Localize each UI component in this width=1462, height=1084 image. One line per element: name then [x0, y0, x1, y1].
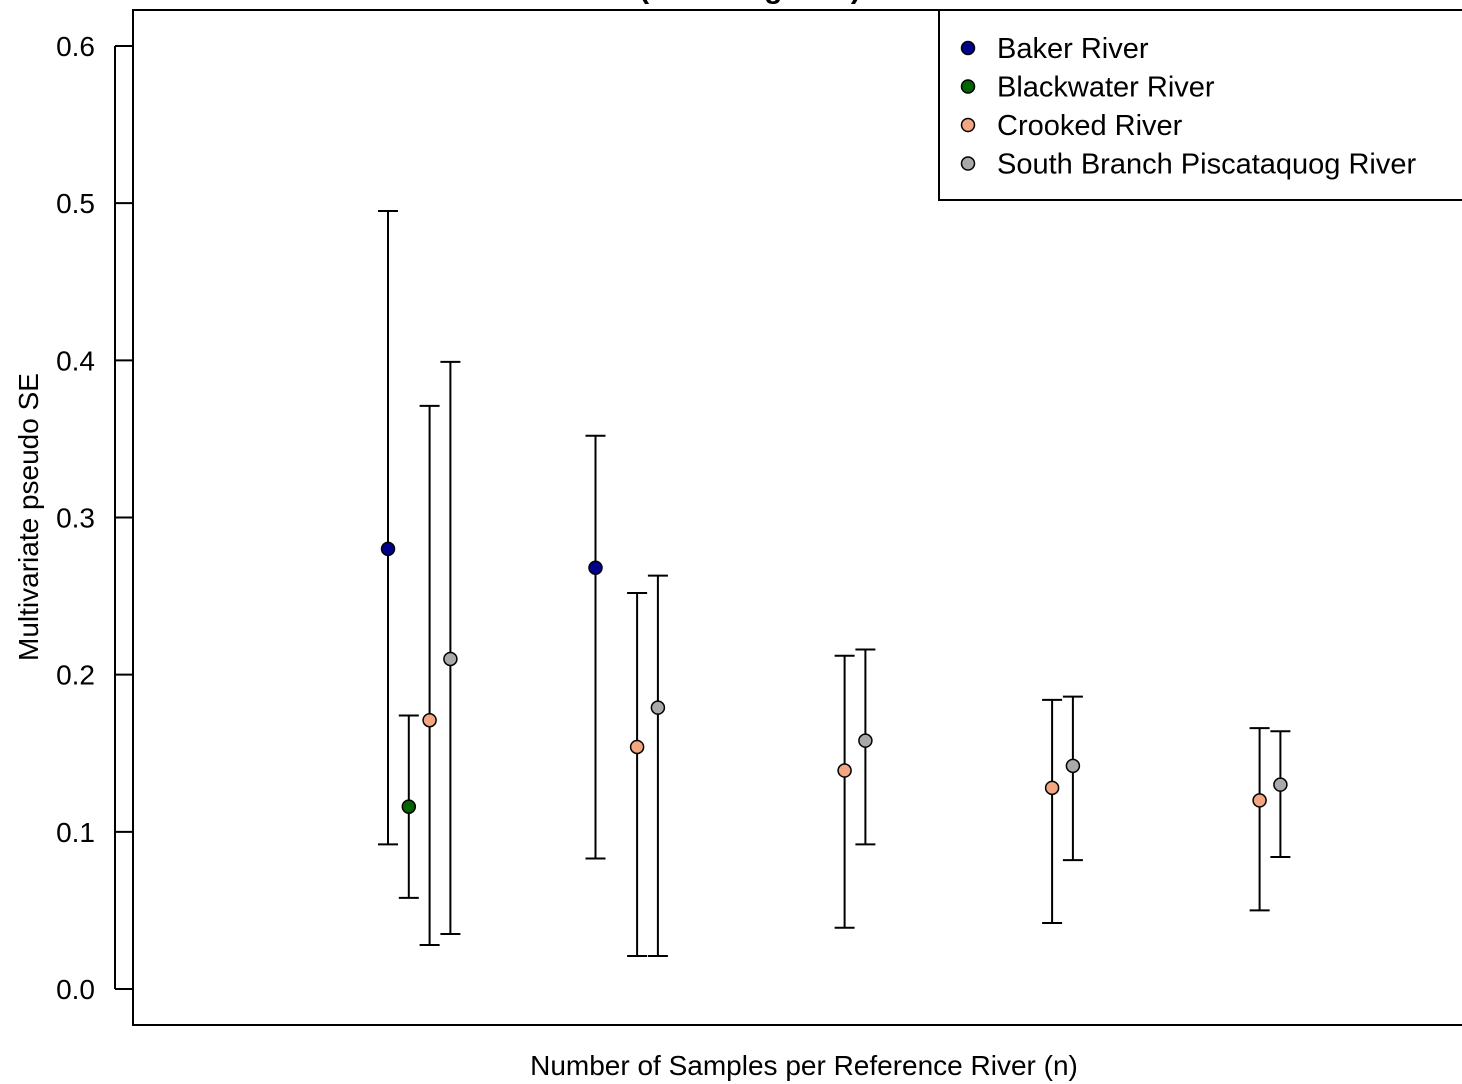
plot-area — [378, 210, 1291, 957]
data-point — [380, 541, 396, 557]
data-point — [443, 651, 458, 667]
y-axis-label: Multivariate pseudo SE — [13, 373, 44, 661]
legend-marker — [960, 156, 976, 171]
legend-label: Blackwater River — [997, 72, 1215, 104]
data-point — [1273, 777, 1288, 792]
legend-marker — [960, 79, 976, 94]
error-bar — [627, 591, 648, 957]
y-tick-label: 0.5 — [56, 188, 95, 219]
data-point — [422, 712, 437, 728]
error-bar — [585, 434, 606, 860]
x-axis-label: Number of Samples per Reference River (n… — [530, 1050, 1078, 1081]
error-bar — [834, 654, 855, 929]
y-tick-label: 0.2 — [56, 660, 95, 691]
error-bar — [1249, 727, 1270, 912]
error-bar — [378, 210, 398, 846]
y-tick-label: 0.4 — [56, 345, 95, 376]
data-point — [401, 799, 417, 814]
data-point — [1252, 793, 1267, 808]
error-bar — [1042, 698, 1063, 924]
data-point — [1065, 758, 1081, 774]
legend-label: Baker River — [997, 33, 1149, 65]
data-point — [858, 733, 873, 748]
error-bar — [419, 404, 440, 946]
error-bar — [440, 360, 461, 935]
y-tick-label: 0.3 — [56, 503, 95, 534]
error-bar — [1270, 730, 1291, 858]
legend-label: South Branch Piscataquog River — [997, 149, 1416, 181]
y-tick-label: 0.6 — [56, 31, 95, 62]
legend-box — [938, 9, 1462, 201]
error-bar — [647, 574, 668, 957]
data-point — [588, 560, 603, 576]
chart-title: (… … … g… …) — [639, 0, 861, 5]
legend-label: Crooked River — [997, 110, 1183, 142]
y-tick-label: 0.0 — [56, 974, 95, 1005]
legend-marker — [960, 117, 976, 133]
data-point — [629, 739, 645, 755]
legend: Baker River Blackwater River Crooked River… — [938, 9, 1462, 201]
y-tick-label: 0.1 — [56, 817, 95, 848]
error-bar — [1062, 695, 1083, 862]
legend-marker — [960, 40, 976, 56]
data-point — [650, 700, 666, 715]
data-point — [1044, 780, 1060, 796]
data-point — [837, 763, 852, 778]
y-axis: 0.0 0.1 0.2 0.3 0.4 0.5 0.6 — [56, 31, 133, 1005]
